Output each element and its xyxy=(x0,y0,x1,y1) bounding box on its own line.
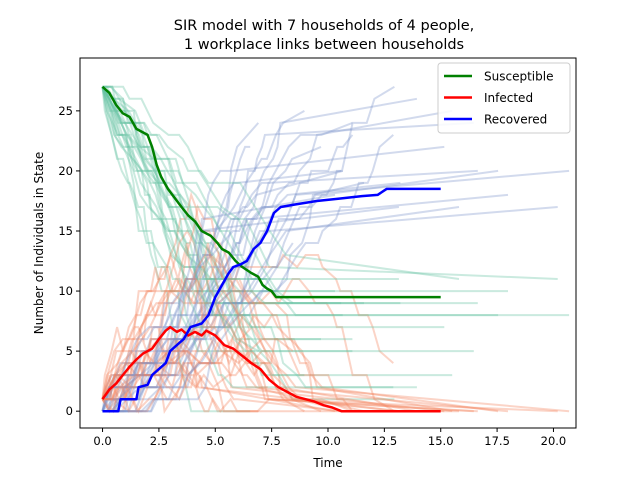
simulation-lines xyxy=(101,85,570,414)
susceptible-simulation-line xyxy=(101,86,508,293)
x-tick-label: 10.0 xyxy=(315,434,341,448)
infected-simulation-line xyxy=(101,278,395,413)
infected-simulation-line xyxy=(101,325,570,413)
recovered-simulation-line xyxy=(102,97,418,413)
infected-simulation-line xyxy=(101,229,509,413)
y-tick-label: 25 xyxy=(58,104,73,118)
infected-simulation-line xyxy=(101,290,342,413)
infected-legend-label: Infected xyxy=(484,91,533,105)
infected-series-line xyxy=(101,325,441,413)
legend: Susceptible Infected Recovered xyxy=(437,62,571,134)
y-tick-label: 10 xyxy=(58,284,73,298)
susceptible-simulation-line xyxy=(101,86,395,401)
susceptible-legend-label: Susceptible xyxy=(484,70,553,84)
susceptible-simulation-line xyxy=(101,86,321,341)
infected-simulation-line xyxy=(102,350,305,413)
infected-simulation-line xyxy=(101,251,418,413)
recovered-series-line xyxy=(102,187,441,413)
susceptible-simulation-line xyxy=(101,86,335,293)
susceptible-simulation-line xyxy=(101,86,478,305)
susceptible-simulation-line xyxy=(101,86,401,305)
infected-simulation-line xyxy=(102,252,499,413)
recovered-simulation-line xyxy=(102,169,499,413)
chart-title-line-2: 1 workplace links between households xyxy=(184,37,464,53)
recovered-simulation-line xyxy=(101,145,251,412)
x-axis: 0.0 2.5 5.0 7.5 10.0 12.5 15.0 17.5 20.0 xyxy=(93,428,566,448)
recovered-simulation-line xyxy=(102,230,268,413)
infected-simulation-line xyxy=(101,254,365,413)
x-tick-label: 0.0 xyxy=(93,434,111,448)
susceptible-simulation-line xyxy=(101,86,474,353)
y-tick-label: 20 xyxy=(58,164,73,178)
susceptible-simulation-line xyxy=(101,86,343,317)
recovered-simulation-line xyxy=(101,206,558,412)
mean-series-lines xyxy=(101,85,441,413)
susceptible-simulation-line xyxy=(101,86,353,341)
recovered-simulation-line xyxy=(101,121,474,412)
y-tick-label: 5 xyxy=(66,344,73,358)
infected-simulation-line xyxy=(101,290,322,414)
recovered-simulation-line xyxy=(102,242,294,413)
x-tick-label: 5.0 xyxy=(206,434,224,448)
susceptible-simulation-line xyxy=(101,86,268,280)
susceptible-series-line xyxy=(101,85,441,299)
infected-simulation-line xyxy=(101,275,478,413)
infected-simulation-line xyxy=(101,312,453,413)
infected-simulation-line xyxy=(102,253,394,401)
infected-simulation-line xyxy=(102,350,459,413)
recovered-simulation-line xyxy=(102,169,342,413)
susceptible-simulation-line xyxy=(101,86,364,305)
chart-title-line-1: SIR model with 7 households of 4 people, xyxy=(174,18,475,34)
x-tick-label: 15.0 xyxy=(428,434,454,448)
recovered-simulation-line xyxy=(101,169,343,412)
recovered-simulation-line xyxy=(102,169,570,413)
infected-simulation-line xyxy=(101,242,445,413)
legend-box xyxy=(437,62,571,134)
susceptible-simulation-line xyxy=(101,86,251,413)
susceptible-simulation-line xyxy=(101,86,558,280)
susceptible-simulation-line xyxy=(101,86,445,329)
susceptible-simulation-line xyxy=(101,86,305,377)
infected-simulation-line xyxy=(101,203,474,414)
recovered-simulation-line xyxy=(101,193,336,412)
infected-simulation-line xyxy=(101,349,353,414)
y-tick-label: 15 xyxy=(58,224,73,238)
recovered-simulation-line xyxy=(101,110,305,412)
susceptible-simulation-line xyxy=(101,86,570,317)
recovered-simulation-line xyxy=(102,109,453,413)
y-axis-label: Number of Individuals in State xyxy=(32,152,46,334)
infected-simulation-line xyxy=(102,359,400,414)
x-axis-label: Time xyxy=(312,456,342,470)
infected-simulation-line xyxy=(102,191,251,401)
recovered-simulation-line xyxy=(102,181,401,413)
susceptible-simulation-line xyxy=(101,86,417,389)
susceptible-simulation-line xyxy=(101,86,353,353)
y-axis: 0 5 10 15 20 25 xyxy=(58,104,80,418)
x-tick-label: 2.5 xyxy=(150,434,168,448)
infected-simulation-line xyxy=(101,242,268,400)
infected-simulation-line xyxy=(101,349,401,413)
x-tick-label: 7.5 xyxy=(262,434,280,448)
recovered-simulation-line xyxy=(101,121,353,412)
x-tick-label: 20.0 xyxy=(541,434,567,448)
recovered-simulation-line xyxy=(102,134,394,413)
susceptible-simulation-line xyxy=(102,85,460,280)
recovered-simulation-line xyxy=(102,169,478,413)
susceptible-simulation-line xyxy=(101,86,342,305)
infected-simulation-line xyxy=(102,337,294,401)
y-tick-label: 0 xyxy=(66,404,73,418)
susceptible-simulation-line xyxy=(102,85,499,317)
x-tick-label: 12.5 xyxy=(372,434,398,448)
x-tick-label: 17.5 xyxy=(484,434,510,448)
susceptible-simulation-line xyxy=(102,85,394,389)
recovered-legend-label: Recovered xyxy=(484,113,547,127)
